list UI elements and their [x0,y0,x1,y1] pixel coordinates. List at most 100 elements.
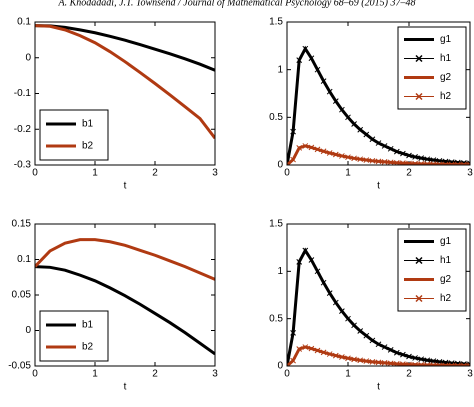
x-marker [326,88,333,95]
x-marker [467,362,470,366]
x-marker [387,145,394,152]
x-marker [418,362,425,366]
legend-label: b2 [82,342,94,353]
series-line [35,24,215,140]
legend-label: h2 [440,91,452,102]
x-marker [406,160,412,165]
y-tick-label: 0 [25,52,31,63]
x-marker [363,332,370,339]
x-marker [424,357,431,364]
x-marker [442,161,449,165]
x-marker [320,349,327,356]
x-marker [326,351,333,357]
plot-group [287,45,470,165]
x-marker [290,357,296,364]
x-marker [296,259,303,265]
x-marker [332,98,339,104]
legend-label: h2 [440,293,452,304]
legend-label: b1 [82,119,94,130]
x-tick-label: 3 [212,369,218,380]
x-marker [302,45,309,52]
x-marker [393,360,400,366]
axes-frame [34,223,216,367]
axes-frame [34,21,216,166]
x-marker [400,351,406,358]
x-marker [418,356,425,363]
y-tick-label: 1.5 [269,219,283,230]
legend-label: b2 [82,141,94,152]
legend-box [39,109,109,161]
x-marker [375,140,382,146]
x-tick-label: 3 [467,168,473,179]
x-marker [351,356,357,363]
x-axis-label: t [124,181,127,192]
x-axis-label: t [377,382,380,393]
legend-marker [415,92,423,101]
x-marker [442,362,449,366]
y-tick-label: -0.3 [14,160,32,171]
x-marker [314,146,321,153]
x-marker [375,158,382,165]
x-marker [314,268,321,275]
x-marker [418,161,425,165]
x-marker [393,349,400,356]
x-marker [339,354,345,360]
x-marker [296,57,303,63]
x-marker [339,308,345,314]
x-marker [357,328,364,334]
x-tick-label: 2 [152,369,158,380]
x-marker [412,154,418,160]
y-tick-label: 0 [277,361,283,372]
x-marker [393,159,400,165]
x-marker [375,341,382,348]
x-marker [339,153,345,159]
x-marker [412,361,418,366]
x-marker [290,128,296,135]
x-marker [412,355,418,361]
y-tick-label: 0.5 [269,112,283,123]
legend-marker [415,294,423,303]
x-marker [375,359,382,366]
x-marker [357,357,364,364]
legend-label: g1 [440,236,452,247]
x-tick-label: 1 [345,168,351,179]
x-marker [424,362,431,366]
x-marker [430,358,437,364]
legend-label: h1 [440,53,452,64]
x-marker [387,347,394,353]
y-tick-label: 1.5 [269,17,283,28]
x-marker [369,337,376,344]
axes-frame [286,21,471,166]
x-marker [369,136,376,143]
x-tick-label: 2 [152,168,158,179]
page-header: A. Khodadadi, J.T. Townsend / Journal of… [58,0,416,8]
x-marker [467,161,470,165]
x-tick-label: 1 [92,369,98,380]
x-marker [308,55,315,62]
x-tick-label: 1 [92,168,98,179]
y-tick-label: 0.05 [12,290,32,301]
x-marker [345,154,351,161]
x-marker [345,355,351,362]
x-tick-label: 0 [284,168,290,179]
legend-box [39,310,109,362]
x-marker [430,157,437,163]
x-tick-label: 3 [212,168,218,179]
x-marker [436,161,443,165]
y-tick-label: 0.5 [269,313,283,324]
plot-group [35,238,215,356]
x-marker [308,345,315,352]
y-tick-label: 0 [277,160,283,171]
x-marker [351,121,357,127]
x-marker [381,344,388,350]
x-marker [363,131,370,138]
legend-label: g2 [440,274,452,285]
x-marker [400,150,406,157]
x-marker [320,78,327,84]
x-marker [351,155,357,162]
y-tick-label: -0.2 [14,124,32,135]
plot-group [35,24,215,140]
x-marker [302,143,309,149]
x-marker [387,360,394,366]
x-tick-label: 3 [467,369,473,380]
